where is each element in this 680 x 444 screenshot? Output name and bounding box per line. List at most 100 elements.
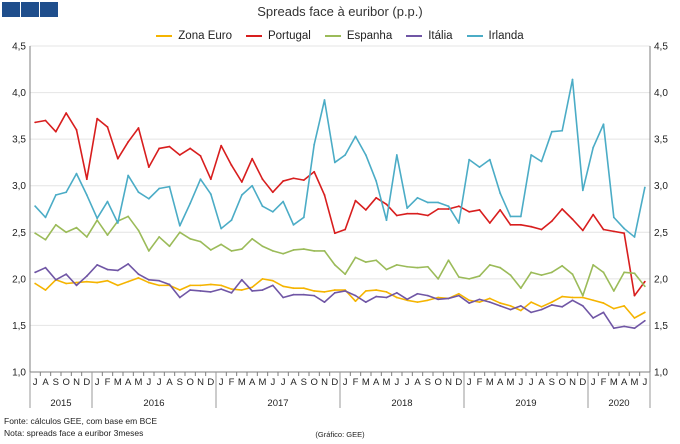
data-point [478, 298, 481, 301]
data-point [209, 193, 212, 195]
data-point [643, 280, 646, 283]
data-point [302, 287, 305, 290]
data-point [457, 276, 460, 278]
x-month-label: M [486, 377, 494, 388]
x-month-label: J [467, 377, 472, 388]
data-point [581, 296, 584, 299]
y-tick-label-left: 4,5 [12, 42, 26, 53]
data-point [199, 290, 202, 292]
data-point [478, 275, 481, 277]
data-point [344, 290, 347, 292]
data-point [44, 119, 47, 122]
data-point [261, 245, 264, 248]
data-point [540, 160, 543, 163]
data-point [44, 289, 47, 291]
data-point [178, 289, 181, 291]
data-point [75, 226, 78, 229]
legend-item: Itália [406, 30, 453, 42]
data-point [561, 208, 564, 210]
footnote: Nota: spreads face a euribor 3meses [4, 428, 144, 438]
data-point [251, 157, 254, 160]
data-point [282, 252, 285, 255]
x-month-label: F [477, 377, 483, 388]
data-point [106, 234, 109, 236]
data-point [519, 309, 522, 312]
x-month-label: A [538, 377, 545, 388]
data-point [96, 217, 99, 220]
data-point [499, 266, 502, 269]
data-point [251, 290, 254, 292]
data-point [561, 295, 564, 298]
data-point [426, 299, 429, 302]
data-point [137, 191, 140, 194]
data-point [271, 210, 274, 213]
data-point [282, 285, 285, 288]
data-point [561, 264, 564, 267]
x-month-label: N [569, 377, 576, 388]
data-point [137, 273, 140, 276]
data-point [571, 299, 574, 302]
x-month-label: M [238, 377, 246, 388]
data-point [220, 284, 223, 287]
x-month-label: M [114, 377, 122, 388]
data-point [488, 158, 491, 161]
data-point [137, 277, 140, 279]
data-point [85, 275, 88, 277]
y-tick-label-left: 1,0 [12, 368, 26, 379]
data-point [220, 243, 223, 246]
series-zona-euro [34, 277, 646, 319]
data-point [34, 205, 37, 208]
data-point [158, 284, 161, 287]
data-point [302, 179, 305, 182]
chart-credit: (Gráfico: GEE) [315, 430, 365, 439]
legend-item: Zona Euro [156, 30, 232, 42]
data-point [292, 223, 295, 226]
x-month-label: D [579, 377, 586, 388]
data-point [240, 289, 243, 291]
x-month-label: M [383, 377, 391, 388]
data-point [602, 302, 605, 304]
x-month-label: J [591, 377, 596, 388]
data-point [75, 281, 78, 284]
data-point [96, 263, 99, 266]
data-point [85, 194, 88, 196]
data-point [426, 265, 429, 268]
data-point [385, 219, 388, 222]
data-point [158, 187, 161, 190]
data-point [261, 289, 264, 291]
data-point [426, 294, 429, 297]
data-point [457, 292, 460, 295]
data-point [499, 192, 502, 195]
data-point [34, 271, 37, 274]
data-point [550, 220, 553, 223]
data-point [612, 216, 615, 219]
data-point [178, 231, 181, 234]
y-tick-label-right: 3,5 [654, 135, 668, 146]
data-point [447, 297, 450, 300]
x-month-label: J [394, 377, 399, 388]
data-point [437, 208, 440, 210]
data-point [75, 284, 78, 287]
series-espanha [34, 215, 646, 297]
data-point [209, 178, 212, 181]
data-point [271, 284, 274, 287]
data-point [230, 291, 233, 294]
data-point [34, 121, 37, 124]
x-month-label: A [249, 377, 256, 388]
data-point [416, 292, 419, 295]
data-point [251, 237, 254, 240]
data-point [292, 249, 295, 251]
data-point [354, 135, 357, 138]
data-point [323, 301, 326, 304]
data-point [623, 325, 626, 328]
data-point [540, 308, 543, 311]
x-month-label: N [73, 377, 80, 388]
data-point [323, 250, 326, 252]
y-tick-label-right: 2,5 [654, 228, 668, 239]
data-point [54, 194, 57, 196]
data-point [54, 223, 57, 226]
data-point [550, 304, 553, 306]
data-point [189, 237, 192, 240]
data-point [468, 210, 471, 213]
x-month-label: N [197, 377, 204, 388]
